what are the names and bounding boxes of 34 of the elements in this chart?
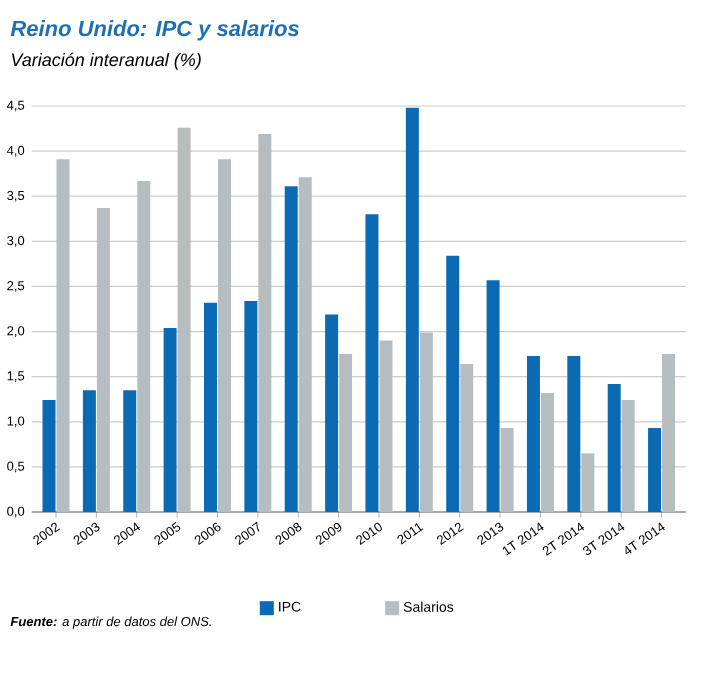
bar bbox=[581, 453, 595, 512]
bar bbox=[621, 400, 635, 512]
bar bbox=[284, 186, 298, 512]
bar bbox=[648, 428, 662, 512]
bar bbox=[244, 300, 258, 512]
bar bbox=[486, 280, 500, 512]
bar bbox=[177, 127, 191, 512]
bar bbox=[419, 332, 433, 512]
chart-subtitle: Variación interanual (%) bbox=[11, 52, 201, 70]
bar bbox=[526, 355, 540, 512]
bar bbox=[325, 314, 339, 512]
bar bbox=[460, 364, 474, 512]
bar bbox=[339, 354, 353, 512]
bar bbox=[82, 390, 96, 512]
bar bbox=[540, 392, 554, 512]
bar bbox=[203, 302, 217, 512]
bar bbox=[567, 355, 581, 512]
bar bbox=[446, 255, 460, 512]
bar bbox=[662, 354, 676, 512]
bar bbox=[123, 390, 137, 512]
bar bbox=[500, 428, 514, 512]
bar bbox=[42, 400, 56, 512]
bar bbox=[607, 383, 621, 512]
bar bbox=[365, 214, 379, 512]
bar bbox=[298, 177, 312, 512]
bar bbox=[217, 159, 231, 512]
bar bbox=[137, 180, 151, 512]
bar bbox=[258, 133, 272, 512]
bar bbox=[96, 207, 110, 512]
bar bbox=[379, 340, 393, 512]
bar bbox=[56, 159, 70, 512]
chart-title: Reino Unido: IPC y salarios bbox=[10, 20, 299, 41]
bar bbox=[405, 107, 419, 512]
bar bbox=[163, 327, 177, 512]
